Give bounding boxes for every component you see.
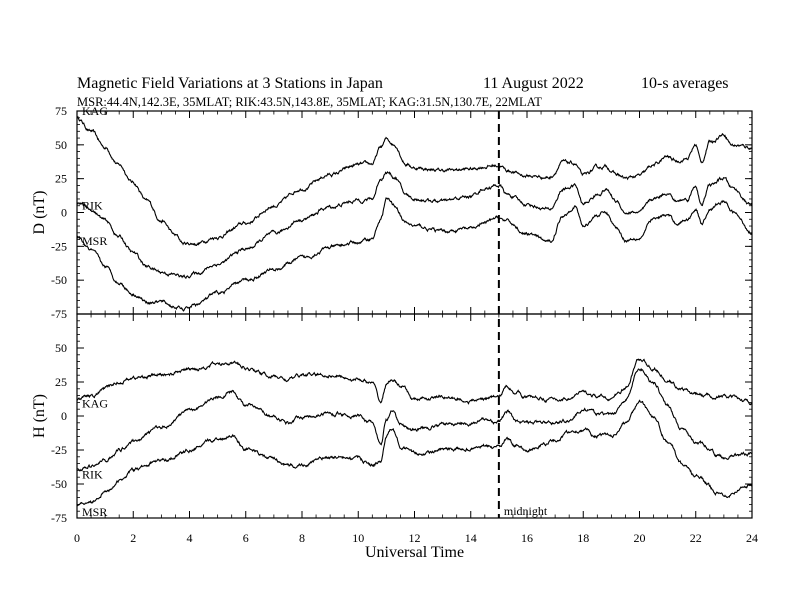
series-line-D-kag [76, 115, 753, 247]
xtick-label: 10 [352, 531, 364, 545]
series-line-D-msr [76, 197, 753, 312]
ytick-label-H: 0 [61, 409, 67, 423]
series-line-H-rik [76, 367, 753, 472]
ytick-label-H: -50 [51, 477, 67, 491]
ytick-label-H: -25 [51, 443, 67, 457]
chart-date: 11 August 2022 [483, 75, 584, 92]
ytick-label-D: 25 [55, 172, 67, 186]
xtick-label: 16 [521, 531, 533, 545]
series-line-H-kag [76, 358, 753, 406]
chart-title: Magnetic Field Variations at 3 Stations … [77, 75, 383, 92]
plot-area: 75 50 25 0 -25 -50 -75 KAG RIK MSR D (nT) 50 25 0 -25 -… [31, 104, 758, 561]
ytick-label-D: 0 [61, 206, 67, 220]
ytick-label-H: 25 [55, 375, 67, 389]
ylabel-D: D (nT) [31, 191, 48, 235]
xlabel: Universal Time [365, 544, 464, 561]
ytick-label-D: 50 [55, 138, 67, 152]
xtick-label: 0 [74, 531, 80, 545]
series-label-H-msr: MSR [82, 505, 107, 519]
ytick-label-H: -75 [51, 511, 67, 525]
ytick-label-D: -25 [51, 239, 67, 253]
xtick-label: 14 [465, 531, 477, 545]
ytick-label-H: 50 [55, 341, 67, 355]
ytick-label-D: -50 [51, 273, 67, 287]
xtick-label: 20 [634, 531, 646, 545]
xtick-label: 2 [130, 531, 136, 545]
stations-info: MSR:44.4N,142.3E, 35MLAT; RIK:43.5N,143.… [77, 95, 542, 109]
panel-frame-D [76, 110, 753, 315]
xtick-label: 8 [299, 531, 305, 545]
series-label-D-rik: RIK [82, 199, 103, 213]
xtick-label: 6 [243, 531, 249, 545]
ylabel-H: H (nT) [31, 394, 48, 438]
series-label-H-rik: RIK [82, 467, 103, 481]
series-label-H-kag: KAG [82, 397, 108, 411]
midnight-label: midnight [504, 504, 548, 518]
series-line-H-msr [76, 399, 753, 507]
series-label-D-msr: MSR [82, 234, 107, 248]
xtick-label: 4 [187, 531, 193, 545]
series-line-D-rik [76, 170, 753, 279]
xtick-label: 22 [690, 531, 702, 545]
ytick-label-D: 75 [55, 104, 67, 118]
ytick-label-D: -75 [51, 307, 67, 321]
xtick-label: 18 [577, 531, 589, 545]
xtick-label: 24 [746, 531, 758, 545]
panel-frame-H [76, 313, 753, 519]
chart-resolution: 10-s averages [641, 75, 729, 92]
xtick-label: 12 [409, 531, 421, 545]
